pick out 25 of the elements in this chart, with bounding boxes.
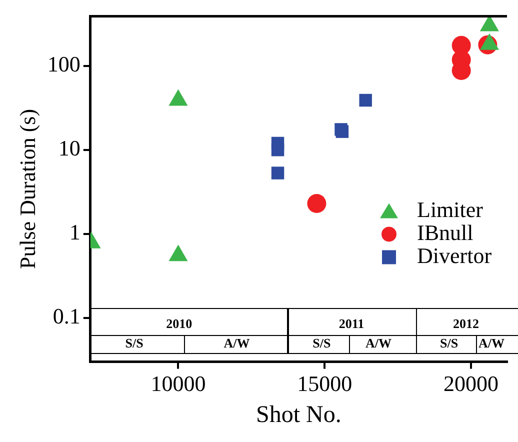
x-tick-label: 10000: [150, 370, 206, 396]
y-tick-label: 1: [69, 220, 80, 245]
x-axis-title: Shot No.: [256, 402, 342, 428]
point: [359, 94, 372, 107]
annotation: S/S: [125, 335, 144, 350]
x-tick-label: 15000: [297, 370, 352, 396]
y-tick-label: 10: [58, 136, 80, 161]
annotation: A/W: [365, 335, 392, 350]
legend-label: IBnull: [417, 220, 474, 245]
y-tick-label: 0.1: [52, 304, 80, 329]
legend-label: Limiter: [417, 196, 484, 222]
point: [307, 194, 326, 213]
annotation: A/W: [224, 335, 250, 350]
annotation: 2011: [338, 316, 364, 332]
annotation: A/W: [478, 335, 504, 350]
annotation: 2012: [453, 316, 480, 332]
point: [271, 166, 284, 180]
x-tick-label: 20000: [443, 370, 498, 396]
point: [271, 143, 284, 156]
annotation: S/S: [312, 335, 331, 350]
annotation: S/S: [440, 335, 458, 350]
y-axis-title: Pulse Duration (s): [14, 108, 40, 270]
y-tick-label: 100: [47, 52, 80, 77]
annotation: 2010: [166, 316, 192, 332]
legend-label: Divertor: [417, 242, 492, 268]
